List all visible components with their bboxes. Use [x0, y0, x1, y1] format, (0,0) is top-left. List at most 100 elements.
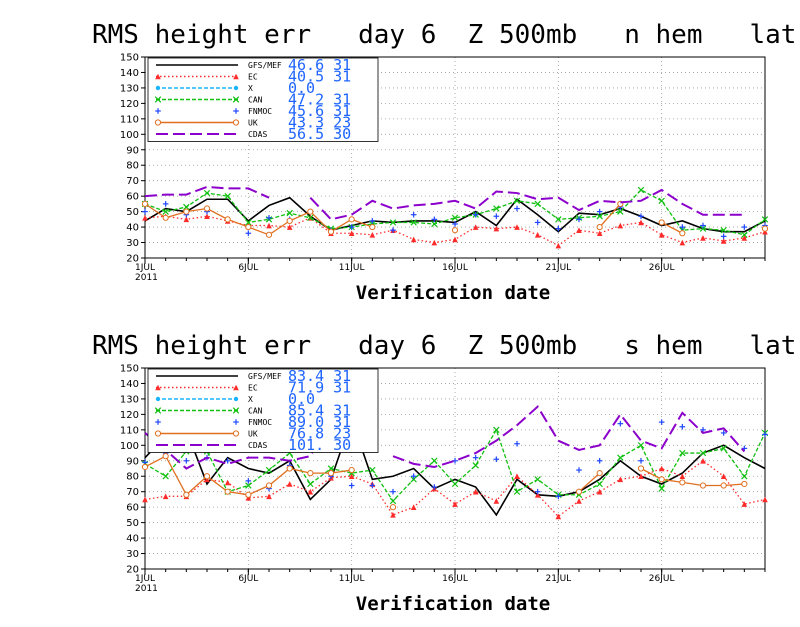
marker-x — [245, 219, 252, 226]
y-tick-label: 120 — [120, 99, 139, 110]
marker-x — [431, 457, 438, 464]
marker-x — [389, 497, 397, 505]
marker-x-stroke — [286, 209, 293, 217]
marker-x — [451, 214, 459, 222]
marker-x-stroke — [245, 482, 252, 489]
x-tick-label: 1JUL — [135, 263, 155, 273]
marker-triangle — [410, 236, 417, 243]
marker-x — [534, 476, 541, 483]
marker-circle — [307, 208, 314, 215]
y-tick-label: 110 — [120, 114, 139, 125]
marker-triangle — [493, 498, 500, 504]
marker-circle — [162, 214, 169, 221]
marker-x-stroke — [389, 219, 397, 226]
marker-x-stroke — [410, 219, 417, 226]
legend-series-stat: 83.4 31 — [288, 367, 351, 385]
marker-x-stroke — [679, 449, 686, 457]
y-tick-label: 150 — [120, 53, 139, 64]
marker-circle — [327, 228, 335, 235]
legend-series-name: CAN — [248, 96, 263, 105]
marker-x-stroke — [637, 442, 645, 449]
legend-series-stat: 46.6 31 — [288, 56, 351, 74]
series-line — [144, 185, 270, 199]
y-tick-label: 20 — [126, 254, 139, 265]
marker-plus — [410, 473, 417, 480]
marker-x — [224, 192, 231, 200]
marker-circle — [203, 205, 211, 212]
marker-triangle — [679, 239, 686, 246]
marker-triangle — [576, 498, 582, 504]
marker-dot — [233, 85, 239, 91]
legend: GFS/MEF 46.6 31 EC 40.5 31 X 0.0 CAN 47.2 31 FNM… — [147, 56, 379, 143]
marker-triangle — [617, 476, 624, 483]
legend-series-name: FNMOC — [248, 107, 272, 116]
marker-circle — [451, 227, 459, 234]
marker-plus — [514, 440, 520, 447]
marker-x — [472, 462, 479, 469]
marker-circle — [265, 231, 273, 238]
marker-plus — [534, 488, 541, 495]
marker-plus — [555, 493, 562, 500]
marker-triangle — [286, 481, 293, 487]
marker-circle — [679, 230, 686, 237]
marker-plus — [369, 482, 376, 489]
marker-x-stroke — [203, 189, 211, 197]
marker-x-stroke — [232, 407, 240, 414]
marker-circle — [141, 200, 149, 207]
series-line — [661, 221, 683, 234]
legend-series-name: EC — [248, 73, 258, 82]
marker-circle — [286, 217, 293, 224]
marker-x — [451, 480, 459, 488]
y-tick-label: 100 — [120, 441, 139, 452]
marker-circle — [596, 470, 603, 477]
marker-plus — [493, 456, 500, 463]
marker-triangle — [142, 215, 148, 221]
marker-x-stroke — [162, 208, 169, 215]
marker-x-stroke — [431, 220, 438, 228]
y-tick-label: 140 — [120, 379, 139, 390]
marker-triangle — [596, 230, 603, 237]
marker-plus — [245, 478, 252, 484]
marker-x — [741, 231, 748, 239]
marker-triangle — [266, 222, 272, 229]
marker-triangle — [286, 224, 293, 230]
marker-dot — [233, 396, 239, 402]
marker-circle — [761, 225, 769, 232]
marker-circle — [699, 482, 707, 489]
marker-plus — [679, 224, 686, 230]
legend-series-name: UK — [248, 119, 258, 128]
y-tick-label: 60 — [126, 503, 139, 514]
marker-x-stroke — [451, 480, 459, 488]
x-axis-label: Verification date — [356, 282, 550, 304]
marker-triangle — [452, 236, 458, 243]
marker-plus — [162, 201, 169, 207]
marker-x — [245, 482, 252, 489]
marker-dot — [155, 85, 161, 91]
x-tick-label: 21JUL — [545, 263, 571, 273]
legend-series-name: GFS/MEF — [248, 61, 282, 70]
marker-x — [534, 200, 541, 208]
x-year-label: 2011 — [135, 273, 158, 283]
marker-x — [307, 214, 314, 222]
marker-plus — [348, 482, 355, 489]
marker-triangle — [720, 238, 727, 244]
marker-plus — [472, 454, 479, 461]
marker-x — [658, 197, 665, 205]
chart-title: RMS height err day 6 Z 500mb s hem lat 2… — [92, 331, 800, 361]
series-line — [144, 416, 766, 517]
marker-x — [232, 407, 240, 414]
marker-plus — [390, 227, 396, 233]
marker-circle — [327, 470, 335, 477]
marker-circle — [658, 476, 665, 483]
marker-plus — [576, 216, 582, 223]
marker-x — [513, 488, 521, 495]
marker-x — [389, 219, 397, 226]
marker-circle — [245, 223, 252, 231]
marker-triangle — [534, 232, 541, 238]
marker-triangle — [472, 224, 479, 230]
marker-x-stroke — [658, 197, 665, 205]
marker-circle — [679, 479, 686, 486]
marker-x — [369, 466, 376, 474]
